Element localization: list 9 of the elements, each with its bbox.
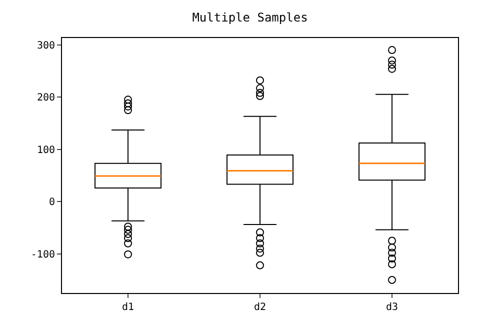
y-tick-label: 300 bbox=[36, 40, 55, 52]
y-tick-label: 200 bbox=[36, 92, 55, 104]
x-tick-label: d1 bbox=[122, 302, 134, 313]
x-tick-label: d3 bbox=[386, 302, 398, 313]
y-tick-label: 0 bbox=[48, 197, 55, 208]
y-tick-label: 100 bbox=[36, 144, 55, 156]
y-tick-label: -100 bbox=[30, 249, 55, 260]
chart-title: Multiple Samples bbox=[192, 10, 308, 25]
x-tick-label: d2 bbox=[254, 302, 266, 313]
